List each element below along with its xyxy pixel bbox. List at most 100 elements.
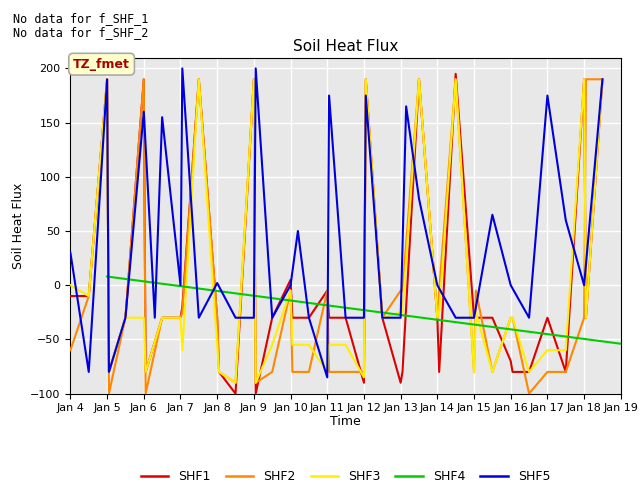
SHF3	[122, 315, 129, 321]
SHF5	[105, 369, 113, 375]
Y-axis label: Soil Heat Flux: Soil Heat Flux	[12, 182, 25, 269]
SHF5	[525, 315, 533, 321]
SHF5	[232, 315, 239, 321]
SHF1	[507, 358, 515, 364]
SHF2	[435, 288, 443, 293]
SHF1	[142, 369, 150, 375]
SHF2	[399, 288, 406, 293]
SHF5	[470, 315, 478, 321]
SHF5	[151, 315, 159, 321]
SHF5	[360, 315, 368, 321]
Line: SHF1: SHF1	[70, 74, 602, 394]
SHF3	[397, 310, 404, 315]
SHF3	[509, 315, 516, 321]
SHF3	[268, 342, 276, 348]
SHF5	[362, 93, 370, 98]
SHF3	[580, 76, 588, 82]
SHF1	[342, 315, 349, 321]
SHF2	[232, 380, 239, 385]
SHF2	[289, 369, 296, 375]
SHF2	[562, 369, 570, 375]
SHF1	[452, 71, 460, 77]
SHF5	[403, 104, 410, 109]
SHF2	[470, 369, 478, 375]
SHF2	[268, 369, 276, 375]
Text: No data for f_SHF_2: No data for f_SHF_2	[13, 26, 148, 39]
SHF1	[435, 369, 443, 375]
SHF5	[342, 315, 349, 321]
SHF1	[488, 315, 496, 321]
SHF5	[287, 282, 294, 288]
SHF1	[543, 315, 551, 321]
SHF2	[195, 76, 203, 82]
SHF3	[472, 310, 480, 315]
SHF3	[103, 76, 111, 82]
SHF2	[85, 293, 93, 299]
SHF2	[488, 369, 496, 375]
SHF1	[470, 315, 478, 321]
Title: Soil Heat Flux: Soil Heat Flux	[293, 39, 398, 54]
SHF3	[215, 369, 223, 375]
SHF1	[580, 76, 588, 82]
SHF3	[252, 380, 260, 385]
SHF2	[122, 315, 129, 321]
SHF5	[252, 66, 260, 72]
SHF1	[362, 76, 370, 82]
SHF3	[195, 76, 203, 82]
SHF3	[362, 76, 370, 82]
SHF2	[582, 76, 590, 82]
SHF3	[232, 380, 239, 385]
SHF5	[195, 315, 203, 321]
SHF2	[158, 315, 166, 321]
SHF5	[543, 93, 551, 98]
SHF3	[525, 369, 533, 375]
SHF1	[158, 315, 166, 321]
SHF2	[507, 315, 515, 321]
SHF2	[177, 315, 184, 321]
SHF5	[325, 93, 333, 98]
SHF2	[472, 288, 480, 293]
SHF1	[325, 315, 333, 321]
SHF2	[140, 76, 148, 82]
SHF5	[580, 282, 588, 288]
SHF3	[213, 342, 221, 348]
SHF5	[397, 315, 404, 321]
SHF2	[305, 369, 313, 375]
SHF1	[525, 369, 533, 375]
SHF5	[103, 76, 111, 82]
SHF3	[85, 293, 93, 299]
SHF2	[179, 310, 186, 315]
SHF3	[415, 76, 423, 82]
SHF2	[252, 380, 260, 385]
SHF3	[598, 76, 606, 82]
SHF1	[140, 76, 148, 82]
SHF1	[103, 76, 111, 82]
SHF1	[268, 315, 276, 321]
SHF3	[105, 369, 113, 375]
SHF5	[213, 280, 221, 286]
SHF1	[433, 315, 441, 321]
SHF1	[232, 391, 239, 396]
Line: SHF3: SHF3	[70, 79, 602, 383]
SHF5	[378, 315, 386, 321]
SHF5	[85, 369, 93, 375]
SHF1	[582, 315, 590, 321]
SHF2	[598, 76, 606, 82]
SHF5	[433, 282, 441, 288]
SHF5	[415, 196, 423, 202]
SHF3	[179, 348, 186, 353]
SHF3	[488, 369, 496, 375]
SHF1	[360, 380, 368, 385]
SHF5	[488, 212, 496, 217]
SHF1	[397, 380, 404, 385]
SHF1	[415, 76, 423, 82]
SHF5	[294, 228, 301, 234]
SHF2	[452, 76, 460, 82]
SHF1	[378, 315, 386, 321]
SHF1	[472, 315, 480, 321]
SHF1	[177, 315, 184, 321]
SHF3	[433, 315, 441, 321]
SHF5	[67, 250, 74, 255]
SHF5	[158, 114, 166, 120]
SHF1	[289, 315, 296, 321]
